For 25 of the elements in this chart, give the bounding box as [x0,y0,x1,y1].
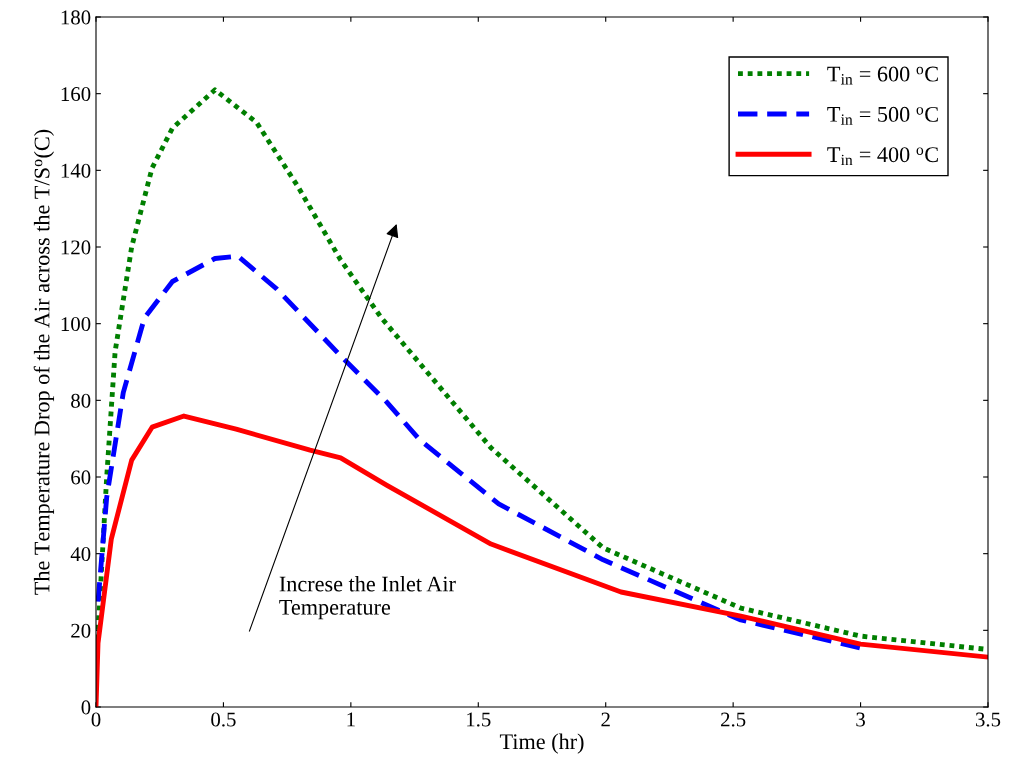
annotation: Increse the Inlet Air Temperature [279,575,456,620]
y-tick-label: 160 [61,87,91,102]
x-tick-label: 1 [347,712,355,727]
x-tick-label: 3 [856,712,865,727]
y-tick-label: 20 [71,623,91,638]
x-tick-label: 2.5 [721,712,746,727]
y-tick-label: 80 [71,393,91,408]
legend-label: T$_{in}$ = 500 $^{o}$C [827,106,938,125]
y-tick-label: 60 [71,470,91,485]
y-axis-title: The Temperature Drop of the Air across the T/S$^{o}$(C) [33,129,55,595]
line-series [96,253,863,651]
legend-label: T$_{in}$ = 400 $^{o}$C [827,147,938,165]
y-tick-label: 120 [61,240,91,255]
x-tick-label: 2 [601,712,610,727]
y-tick-label: 100 [61,317,91,332]
y-tick-label: 0 [81,700,91,715]
legend-label: T$_{in}$ = 600 $^{o}$C [827,66,938,85]
y-tick-label: 40 [70,547,91,562]
y-tick-label: 140 [61,163,91,178]
x-tick-label: 3.5 [975,712,1001,727]
x-tick-label: 0 [91,712,101,727]
x-tick-label: 0.5 [211,712,236,727]
x-axis-title: Time (hr) [499,733,584,754]
y-tick-label: 180 [61,10,91,25]
x-tick-label: 1.5 [467,712,491,727]
